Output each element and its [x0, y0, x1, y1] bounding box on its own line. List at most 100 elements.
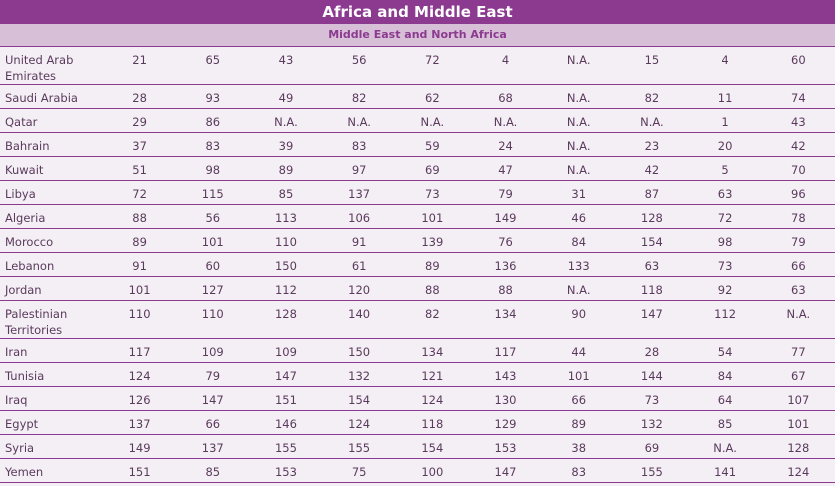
value-cell: 149 — [103, 434, 177, 459]
value-cell: 88 — [395, 276, 469, 301]
value-cell: 66 — [176, 410, 250, 435]
table-row: Egypt 137 66 146 124 118 129 89 132 85 101 — [0, 410, 835, 435]
country-cell: Iraq — [0, 386, 103, 411]
value-cell: 101 — [542, 362, 616, 387]
value-cell: 147 — [468, 458, 543, 483]
country-cell: Yemen — [0, 458, 103, 483]
table-row: Iraq 126 147 151 154 124 130 66 73 64 107 — [0, 386, 835, 411]
value-cell: 98 — [688, 228, 762, 253]
value-cell: 43 — [761, 108, 835, 133]
value-cell: 130 — [468, 386, 543, 411]
value-cell: 66 — [542, 386, 616, 411]
value-cell: 117 — [103, 338, 177, 363]
value-cell: 28 — [103, 84, 177, 109]
value-cell: 91 — [322, 228, 396, 253]
value-cell: 109 — [176, 338, 250, 363]
value-cell: 23 — [615, 132, 689, 157]
value-cell: 101 — [103, 276, 177, 301]
value-cell: 110 — [103, 300, 177, 339]
value-cell: 69 — [395, 156, 469, 181]
value-cell: 82 — [615, 84, 689, 109]
value-cell: 147 — [176, 386, 250, 411]
value-cell: 90 — [542, 300, 616, 339]
value-cell: 43 — [249, 47, 323, 85]
value-cell: 82 — [322, 84, 396, 109]
value-cell: 128 — [615, 204, 689, 229]
value-cell: N.A. — [542, 132, 616, 157]
value-cell: 65 — [176, 47, 250, 85]
value-cell: 63 — [688, 180, 762, 205]
value-cell: 4 — [468, 47, 543, 85]
value-cell: 88 — [103, 204, 177, 229]
value-cell: 87 — [615, 180, 689, 205]
value-cell: 37 — [103, 132, 177, 157]
value-cell: 89 — [103, 228, 177, 253]
value-cell: 29 — [103, 108, 177, 133]
table-row: Palestinian Territories 110 110 128 140 82 134… — [0, 300, 835, 339]
country-cell: Algeria — [0, 204, 103, 229]
value-cell: 62 — [395, 84, 469, 109]
value-cell: 73 — [688, 252, 762, 277]
value-cell: 107 — [761, 386, 835, 411]
value-cell: 39 — [249, 132, 323, 157]
value-cell: 126 — [103, 386, 177, 411]
value-cell: N.A. — [542, 47, 616, 85]
value-cell: 100 — [395, 458, 469, 483]
value-cell: 137 — [322, 180, 396, 205]
value-cell: 113 — [249, 204, 323, 229]
value-cell: N.A. — [615, 108, 689, 133]
table-row: United Arab Emirates 21 65 43 56 72 4 N.A. 15 4 60 — [0, 47, 835, 85]
country-cell: Tunisia — [0, 362, 103, 387]
value-cell: 51 — [103, 156, 177, 181]
value-cell: 154 — [615, 228, 689, 253]
table-title: Africa and Middle East — [0, 0, 835, 24]
country-cell: Iran — [0, 338, 103, 363]
value-cell: N.A. — [322, 108, 396, 133]
value-cell: 69 — [615, 434, 689, 459]
value-cell: 150 — [322, 338, 396, 363]
country-cell: Egypt — [0, 410, 103, 435]
country-cell: Palestinian Territories — [0, 300, 103, 339]
value-cell: 5 — [688, 156, 762, 181]
value-cell: 124 — [395, 386, 469, 411]
value-cell: 20 — [688, 132, 762, 157]
table-subtitle: Middle East and North Africa — [0, 24, 835, 47]
value-cell: 66 — [761, 252, 835, 277]
value-cell: N.A. — [542, 84, 616, 109]
value-cell: 101 — [761, 410, 835, 435]
value-cell: 124 — [761, 458, 835, 483]
value-cell: 128 — [249, 300, 323, 339]
table-row: Qatar 29 86 N.A. N.A. N.A. N.A. N.A. N.A. 1 43 — [0, 108, 835, 133]
value-cell: 110 — [249, 228, 323, 253]
value-cell: 133 — [542, 252, 616, 277]
value-cell: 112 — [688, 300, 762, 339]
country-cell: Kuwait — [0, 156, 103, 181]
value-cell: 42 — [761, 132, 835, 157]
value-cell: 134 — [468, 300, 543, 339]
value-cell: 139 — [395, 228, 469, 253]
value-cell: 49 — [249, 84, 323, 109]
value-cell: 146 — [249, 410, 323, 435]
country-cell: Qatar — [0, 108, 103, 133]
value-cell: 31 — [542, 180, 616, 205]
value-cell: 84 — [542, 228, 616, 253]
value-cell: 101 — [176, 228, 250, 253]
value-cell: 21 — [103, 47, 177, 85]
value-cell: 59 — [395, 132, 469, 157]
value-cell: 73 — [615, 386, 689, 411]
value-cell: 151 — [249, 386, 323, 411]
value-cell: 141 — [688, 458, 762, 483]
value-cell: 132 — [615, 410, 689, 435]
table-row: Syria 149 137 155 155 154 153 38 69 N.A. 128 — [0, 434, 835, 459]
table-row: Yemen 151 85 153 75 100 147 83 155 141 124 — [0, 458, 835, 483]
value-cell: 83 — [542, 458, 616, 483]
value-cell: 88 — [468, 276, 543, 301]
value-cell: 75 — [322, 458, 396, 483]
value-cell: 38 — [542, 434, 616, 459]
value-cell: 72 — [103, 180, 177, 205]
value-cell: N.A. — [249, 108, 323, 133]
country-cell: United Arab Emirates — [0, 47, 103, 85]
value-cell: 64 — [688, 386, 762, 411]
value-cell: 147 — [249, 362, 323, 387]
value-cell: 15 — [615, 47, 689, 85]
